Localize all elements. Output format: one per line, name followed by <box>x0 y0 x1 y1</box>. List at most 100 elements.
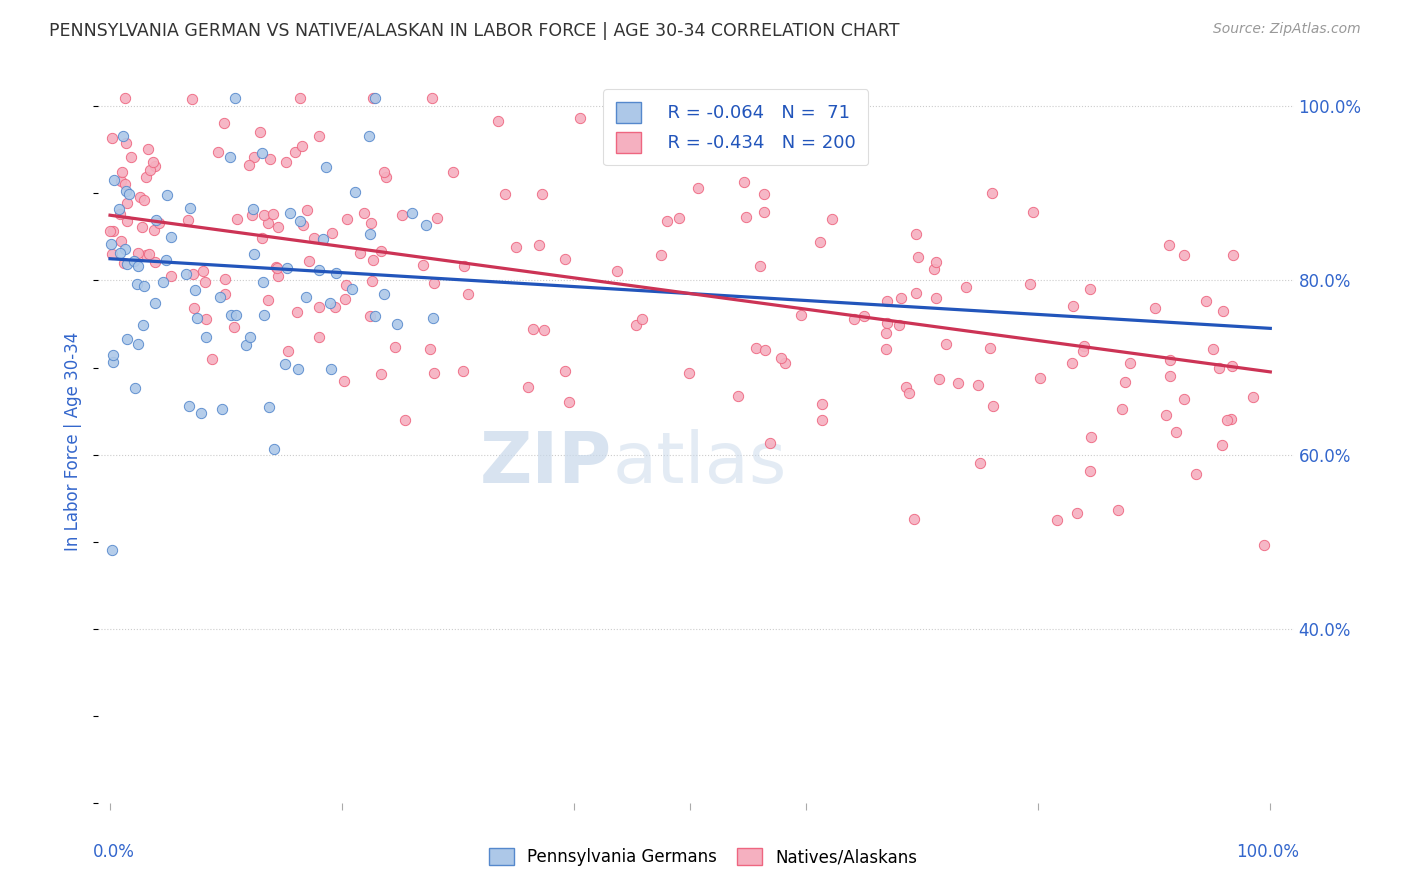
Point <box>486 114 509 128</box>
Point <box>288 91 311 105</box>
Point <box>678 366 700 380</box>
Point <box>103 173 125 187</box>
Point <box>453 259 475 273</box>
Point <box>373 165 395 179</box>
Point <box>890 291 912 305</box>
Point <box>759 436 782 450</box>
Point <box>110 174 132 188</box>
Point <box>422 310 444 325</box>
Point <box>1080 430 1102 444</box>
Point <box>624 318 647 333</box>
Point <box>925 291 948 305</box>
Point <box>557 395 579 409</box>
Point <box>132 279 155 293</box>
Point <box>876 316 898 330</box>
Point <box>143 159 166 173</box>
Point <box>928 372 950 386</box>
Point <box>875 326 897 340</box>
Point <box>100 247 122 261</box>
Point <box>1208 360 1230 375</box>
Point <box>135 247 157 261</box>
Point <box>160 229 183 244</box>
Point <box>108 202 131 216</box>
Point <box>685 125 707 139</box>
Point <box>1022 204 1045 219</box>
Point <box>257 293 280 308</box>
Point <box>394 413 416 427</box>
Point <box>295 290 318 304</box>
Point <box>820 211 842 226</box>
Point <box>183 283 205 297</box>
Point <box>1166 425 1188 439</box>
Point <box>100 236 122 251</box>
Point <box>1062 356 1084 370</box>
Point <box>773 356 796 370</box>
Point <box>359 309 381 323</box>
Legend: Pennsylvania Germans, Natives/Alaskans: Pennsylvania Germans, Natives/Alaskans <box>481 840 925 875</box>
Point <box>101 224 124 238</box>
Point <box>288 214 311 228</box>
Point <box>361 252 384 267</box>
Point <box>1241 390 1264 404</box>
Point <box>194 330 217 344</box>
Point <box>127 277 149 292</box>
Point <box>253 308 276 322</box>
Point <box>235 338 257 352</box>
Point <box>875 342 897 356</box>
Point <box>904 285 927 300</box>
Point <box>291 139 314 153</box>
Point <box>969 456 991 470</box>
Point <box>276 155 298 169</box>
Point <box>333 374 356 388</box>
Point <box>257 216 280 230</box>
Point <box>239 330 262 344</box>
Point <box>160 269 183 284</box>
Point <box>276 260 298 275</box>
Point <box>373 287 395 301</box>
Point <box>263 442 285 457</box>
Point <box>176 268 198 282</box>
Point <box>769 351 792 366</box>
Point <box>127 336 149 351</box>
Point <box>308 129 330 144</box>
Point <box>114 242 136 256</box>
Point <box>1154 408 1177 422</box>
Point <box>108 206 131 220</box>
Point <box>631 312 654 326</box>
Point <box>127 246 149 260</box>
Point <box>155 252 177 267</box>
Point <box>298 253 321 268</box>
Point <box>422 277 444 291</box>
Point <box>979 341 1001 355</box>
Point <box>253 208 276 222</box>
Y-axis label: In Labor Force | Age 30-34: In Labor Force | Age 30-34 <box>65 332 83 551</box>
Point <box>319 296 342 310</box>
Point <box>139 163 162 178</box>
Point <box>1159 352 1181 367</box>
Point <box>312 232 335 246</box>
Point <box>195 312 218 326</box>
Point <box>457 287 479 301</box>
Point <box>384 340 406 354</box>
Point <box>401 205 423 219</box>
Legend:   R = -0.064   N =  71,   R = -0.434   N = 200: R = -0.064 N = 71, R = -0.434 N = 200 <box>603 89 868 165</box>
Point <box>904 227 927 241</box>
Point <box>733 175 755 189</box>
Point <box>132 194 155 208</box>
Point <box>650 247 672 261</box>
Point <box>250 146 273 161</box>
Point <box>207 145 229 160</box>
Point <box>955 279 977 293</box>
Point <box>128 189 150 203</box>
Point <box>250 231 273 245</box>
Point <box>361 274 384 288</box>
Point <box>336 211 359 226</box>
Point <box>811 397 834 411</box>
Text: Source: ZipAtlas.com: Source: ZipAtlas.com <box>1213 22 1361 37</box>
Point <box>194 275 217 289</box>
Point <box>1173 248 1195 262</box>
Point <box>155 188 177 202</box>
Point <box>494 186 516 201</box>
Point <box>1253 539 1275 553</box>
Point <box>335 277 357 292</box>
